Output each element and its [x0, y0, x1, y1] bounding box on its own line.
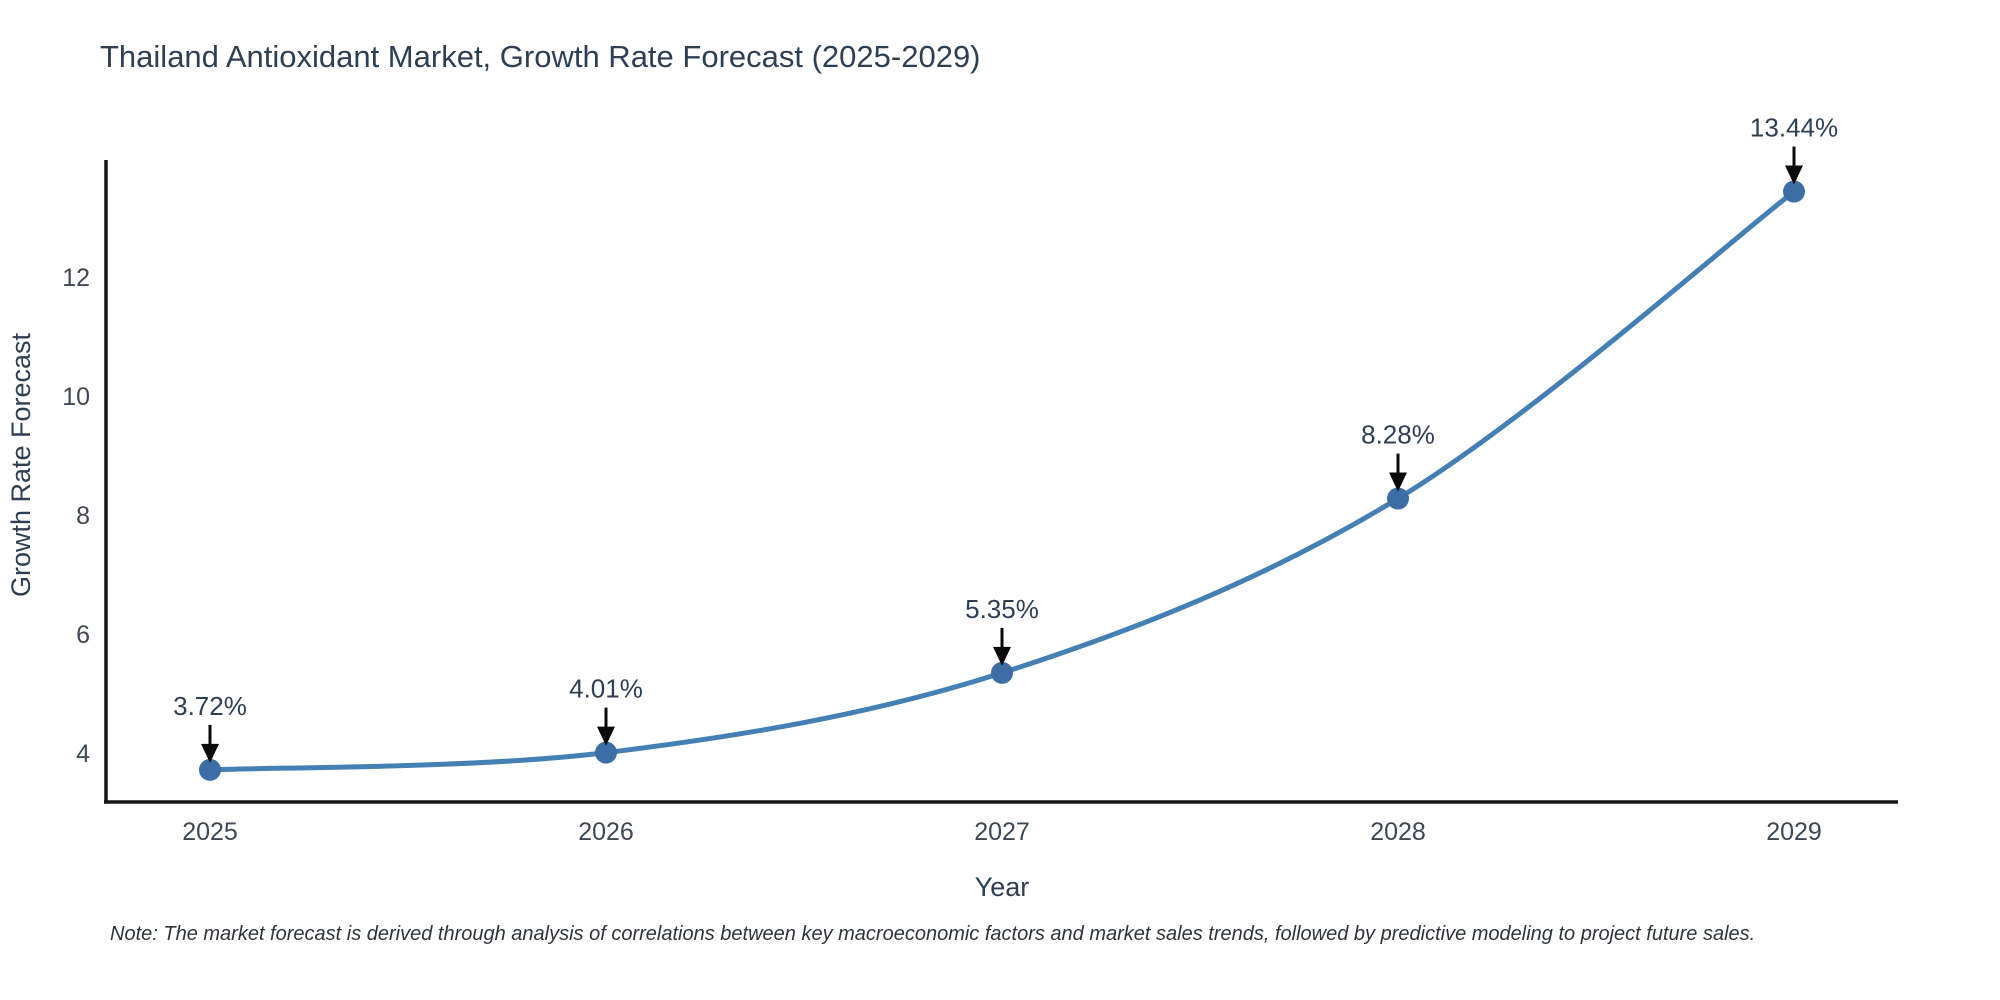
y-tick-label: 10: [62, 383, 90, 411]
ticks-layer: 4 6 8 10 12 2025 2026 2027 2028 2029: [62, 264, 1822, 846]
annotation-layer: 3.72% 4.01% 5.35% 8.28% 13.44%: [173, 113, 1838, 763]
plot-area[interactable]: [106, 160, 1898, 802]
data-point-2027[interactable]: [991, 661, 1013, 684]
footnote: Note: The market forecast is derived thr…: [110, 923, 1755, 945]
annotation-arrowhead-icon: [1785, 165, 1803, 185]
data-point-2026[interactable]: [595, 741, 617, 764]
annotation-arrowhead-icon: [1389, 472, 1407, 492]
y-axis-title: Growth Rate Forecast: [6, 332, 36, 597]
annotation-label: 4.01%: [569, 674, 643, 704]
annotation-arrowhead-icon: [201, 743, 219, 763]
data-point-2028[interactable]: [1387, 487, 1409, 510]
annotation-label: 13.44%: [1750, 113, 1838, 143]
x-tick-label: 2025: [182, 818, 238, 846]
annotation-label: 3.72%: [173, 691, 247, 721]
data-point-2025[interactable]: [199, 758, 221, 781]
chart-title: Thailand Antioxidant Market, Growth Rate…: [100, 39, 981, 74]
annotation-arrowhead-icon: [993, 646, 1011, 666]
x-tick-label: 2029: [1766, 818, 1822, 846]
y-tick-label: 4: [76, 740, 90, 768]
y-tick-label: 8: [76, 502, 90, 530]
annotation-arrowhead-icon: [597, 726, 615, 746]
annotation-label: 5.35%: [965, 594, 1039, 624]
y-tick-label: 6: [76, 621, 90, 649]
annotation-label: 8.28%: [1361, 420, 1435, 450]
x-tick-label: 2026: [578, 818, 634, 846]
data-point-2029[interactable]: [1783, 180, 1805, 203]
x-axis-title: Year: [975, 872, 1030, 902]
series-layer: [199, 180, 1805, 781]
x-tick-label: 2027: [974, 818, 1030, 846]
x-tick-label: 2028: [1370, 818, 1426, 846]
y-tick-label: 12: [62, 264, 90, 292]
